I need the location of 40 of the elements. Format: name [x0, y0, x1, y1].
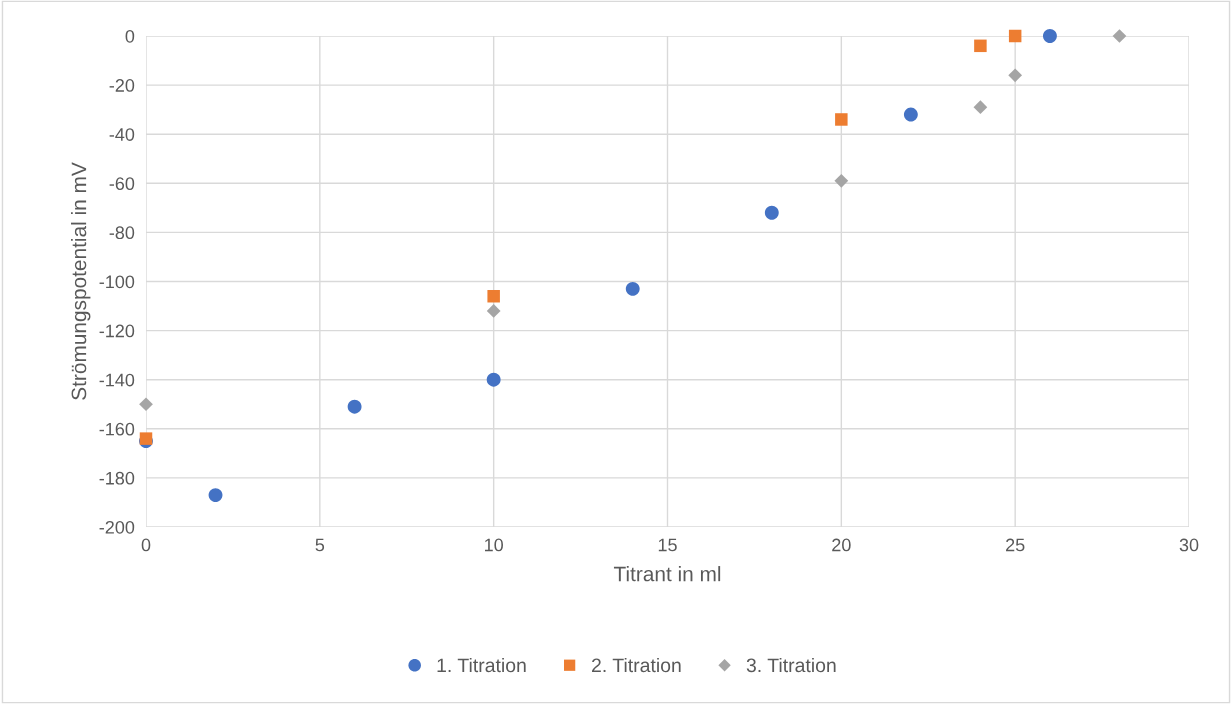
x-tick-label: 10	[485, 538, 503, 552]
x-tick-label: 20	[832, 538, 851, 552]
point	[1042, 29, 1057, 43]
point	[1112, 29, 1127, 43]
y-tick-label: -60	[109, 177, 135, 191]
point	[139, 397, 153, 412]
point	[764, 205, 779, 220]
legend-label: 1. Titration	[437, 657, 526, 673]
point	[835, 113, 848, 126]
y-tick-label: -160	[99, 422, 135, 436]
x-tick-label: 25	[1006, 538, 1025, 552]
y-tick-label: -180	[99, 471, 135, 485]
legend-label: 3. Titration	[746, 657, 836, 673]
legend-label: 2. Titration	[592, 657, 681, 673]
point	[486, 304, 501, 318]
point	[973, 100, 988, 115]
y-tick-label: -80	[109, 226, 135, 240]
point	[486, 372, 501, 387]
y-tick-label: -140	[99, 373, 135, 387]
point	[974, 39, 987, 53]
point	[208, 488, 223, 503]
y-axis-title: Strömungspotential in mV	[71, 162, 91, 400]
x-tick-label: 5	[315, 538, 325, 552]
x-axis-title: Titrant in ml	[613, 566, 721, 582]
point	[347, 399, 362, 414]
y-tick-label: -120	[99, 324, 135, 338]
y-tick-label: -200	[99, 520, 135, 534]
y-tick-label: -40	[109, 128, 135, 141]
x-tick-label: 30	[1179, 538, 1199, 552]
x-tick-label: 0	[141, 538, 151, 552]
y-tick-label: 0	[125, 29, 135, 43]
y-tick-label: -100	[99, 275, 135, 289]
point	[625, 281, 640, 296]
point	[487, 289, 500, 303]
point	[1008, 68, 1023, 83]
point	[1008, 29, 1022, 43]
y-tick-label: -20	[109, 79, 135, 92]
point	[834, 173, 849, 188]
x-tick-label: 15	[658, 538, 677, 552]
point	[903, 107, 918, 122]
